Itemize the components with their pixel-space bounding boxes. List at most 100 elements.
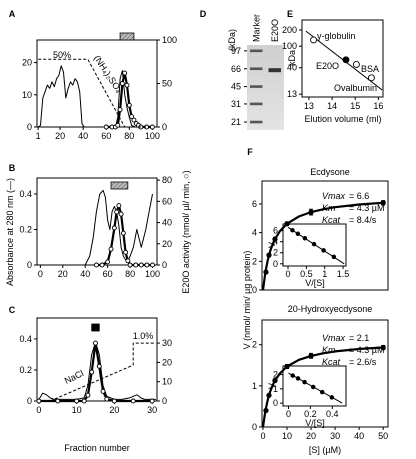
kinetic-value: = 4.3 µM — [349, 203, 384, 213]
data-point — [55, 398, 61, 404]
data-point — [342, 56, 350, 64]
plot-frame — [36, 317, 158, 402]
data-point — [93, 340, 98, 346]
data-point — [96, 363, 102, 369]
x-tick-label: 14 — [327, 101, 337, 111]
pooled-fractions — [119, 32, 135, 41]
y-tick-label: 0.2 — [19, 224, 32, 234]
data-point — [144, 262, 150, 268]
x-tick-label: 40 — [78, 131, 88, 141]
sample-band — [268, 68, 281, 73]
y-axis-label: (kDa) — [227, 29, 237, 51]
chart-title: 20-Hydroxyecdysone — [288, 304, 373, 314]
y-tick-label: 20 — [22, 58, 32, 68]
marker-band — [250, 49, 263, 53]
x-tick-label: 0 — [38, 269, 43, 279]
data-point — [117, 107, 123, 113]
x-axis-label: [S] (µM) — [309, 445, 341, 455]
data-point — [104, 396, 110, 402]
lane-label: E20O — [270, 19, 280, 42]
x-tick-label: 1.5 — [337, 269, 350, 279]
y-tick-label: 1 — [273, 384, 278, 394]
x-tick-label: 1 — [322, 269, 327, 279]
x-tick-label: 0.5 — [300, 269, 313, 279]
y-tick-label: 200 — [282, 25, 297, 35]
data-point — [367, 74, 375, 82]
data-point — [131, 117, 137, 123]
chart-title: Ecdysone — [310, 167, 350, 177]
series-line — [96, 204, 153, 267]
y2-tick-label: 80 — [162, 175, 172, 185]
data-point — [36, 398, 42, 404]
marker-band — [250, 67, 263, 71]
y-tick-label: 0 — [27, 122, 32, 132]
series-line — [40, 189, 153, 266]
x-tick-label: 20 — [58, 269, 68, 279]
kinetic-name: Km — [322, 345, 336, 355]
series-label: (NH₄)₂SO₄ — [92, 53, 124, 94]
data-point — [263, 407, 269, 414]
y-tick-label: 0 — [27, 396, 32, 406]
y-tick-label: 100 — [282, 41, 297, 51]
y2-tick-label: 30 — [162, 338, 172, 348]
y-tick-label: 1 — [252, 381, 257, 391]
plot-frame — [261, 319, 389, 428]
x-tick-label: 0 — [285, 269, 290, 279]
data-point — [99, 262, 105, 268]
x-tick-label: 16 — [373, 101, 383, 111]
y-tick-label: 2 — [273, 248, 278, 258]
kinetic-name: Vmax — [322, 333, 346, 343]
x-tick-label: 60 — [101, 131, 111, 141]
plot-frame — [36, 177, 158, 266]
x-tick-label: 100 — [145, 269, 160, 279]
kinetic-value: = 8.4/s — [349, 215, 377, 225]
x-tick-label: 1 — [36, 131, 41, 141]
kinetic-name: Vmax — [322, 191, 346, 201]
y-tick-label: 10 — [22, 90, 32, 100]
x-axis-label: V/[S] — [305, 418, 325, 428]
x-axis-label: Fraction number — [64, 443, 130, 453]
data-point — [310, 36, 318, 44]
x-tick-label: 0.4 — [326, 409, 339, 419]
data-point — [100, 388, 106, 394]
y-tick-label: 0 — [273, 259, 278, 269]
y-tick-label: 0 — [273, 398, 278, 408]
y2-tick-label: 0 — [162, 260, 167, 270]
data-point — [93, 262, 99, 268]
x-tick-label: 30 — [147, 405, 157, 415]
data-point — [125, 258, 131, 264]
panel-letter: B — [9, 163, 16, 173]
y-tick-label: 45 — [231, 82, 241, 92]
data-point — [103, 124, 109, 130]
data-point — [308, 209, 314, 215]
data-point — [111, 225, 117, 231]
data-point — [119, 81, 125, 86]
series-label: γ-globulin — [317, 31, 356, 41]
plot-frame — [301, 19, 384, 98]
y2-tick-label: 0 — [162, 396, 167, 406]
y2-tick-label: 50 — [162, 79, 172, 89]
x-tick-label: 20 — [306, 431, 316, 441]
data-point — [311, 241, 317, 247]
y-tick-label: 0.4 — [19, 189, 32, 199]
x-tick-label: 40 — [80, 269, 90, 279]
data-point — [118, 211, 124, 217]
x-tick-label: 80 — [124, 131, 134, 141]
data-point — [352, 61, 360, 68]
plot-frame — [282, 223, 347, 267]
y-tick-label: 31 — [231, 99, 241, 109]
y2-tick-label: 100 — [162, 35, 177, 45]
panel-letter: E — [287, 9, 293, 19]
data-point — [290, 227, 295, 233]
y-tick-label: 40 — [287, 63, 297, 73]
series-line — [37, 65, 153, 128]
data-point — [302, 236, 308, 241]
data-point — [89, 369, 95, 375]
data-point — [266, 392, 272, 398]
data-point — [380, 200, 386, 206]
kinetic-name: Kcat — [322, 215, 341, 225]
pooled-fractions — [91, 323, 100, 332]
x-tick-label: 20 — [109, 405, 119, 415]
data-point — [133, 262, 139, 268]
